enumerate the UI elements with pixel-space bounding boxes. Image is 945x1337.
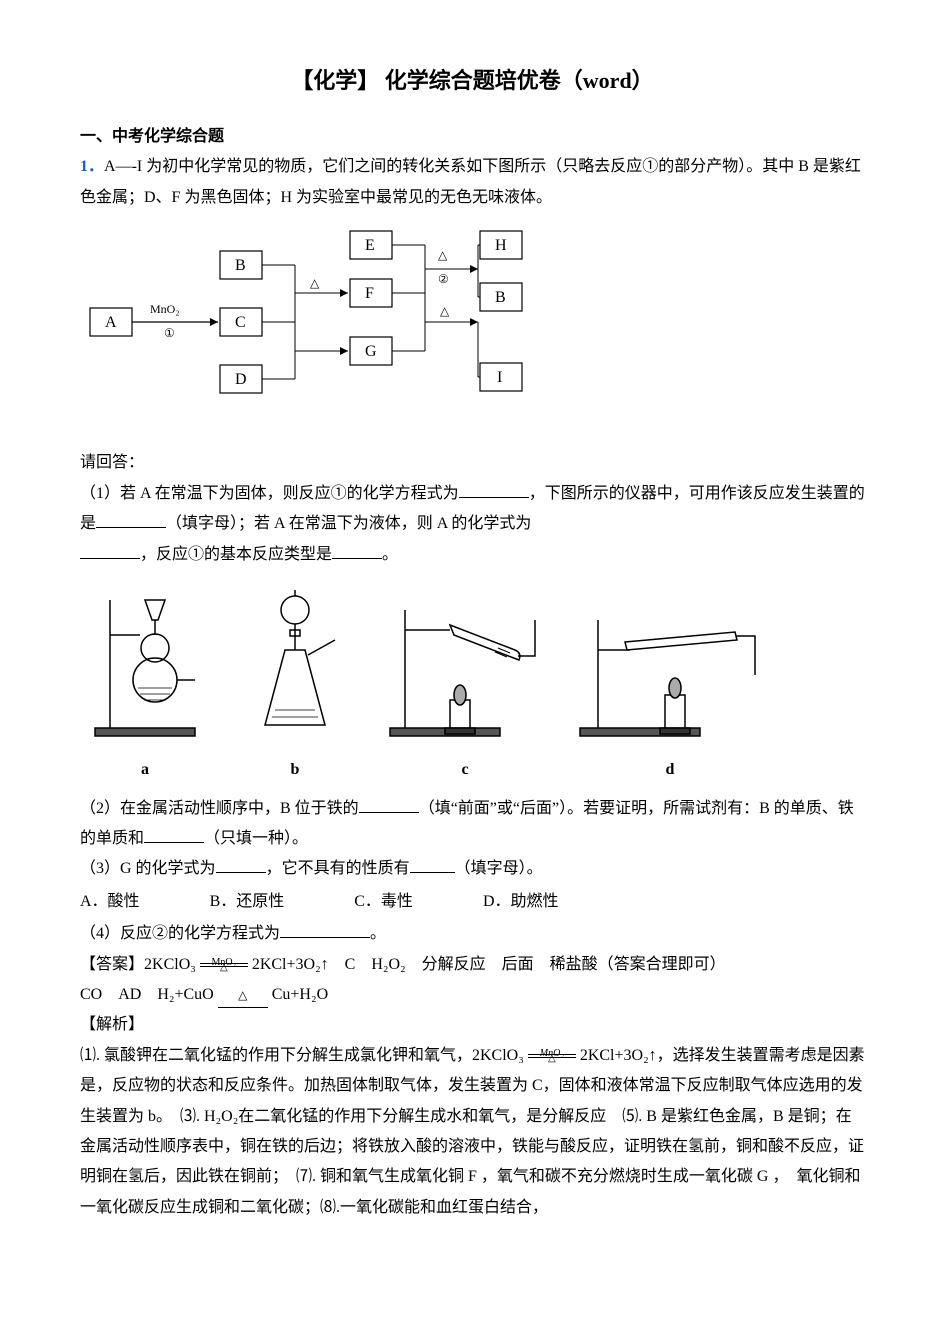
mc-options: A．酸性 B．还原性 C．毒性 D．助燃性 (80, 887, 865, 917)
blank-8 (410, 856, 455, 873)
node-b2: B (495, 289, 506, 306)
apparatus-row: a b (80, 580, 865, 786)
answer-eq1-rhs: 2KCl+3O₂↑ C H₂O₂ 分解反应 后面 稀盐酸（答案合理即可） (252, 956, 726, 973)
flow-diagram: .box { fill:#fff; stroke:#000; stroke-wi… (80, 223, 865, 434)
blank-4 (332, 542, 382, 559)
apparatus-a-label: a (80, 755, 210, 785)
explain-text-a: ⑴. 氯酸钾在二氧化锰的作用下分解生成氯化钾和氧气，2KClO₃ (80, 1047, 524, 1064)
option-b: B．还原性 (210, 887, 285, 917)
node-f: F (365, 285, 374, 302)
label-mno2: MnO₂ (150, 302, 180, 316)
apparatus-d: d (570, 580, 770, 786)
p1-text-a: （1）若 A 在常温下为固体，则反应①的化学方程式为 (80, 485, 459, 502)
blank-2 (96, 511, 166, 528)
blank-9 (280, 921, 370, 938)
apparatus-b-label: b (230, 755, 360, 785)
arrow-bot-1: △ (200, 958, 248, 977)
p3-text-a: （3）G 的化学式为 (80, 860, 216, 877)
p2-text-a: （2）在金属活动性顺序中，B 位于铁的 (80, 800, 359, 817)
answer-line2-a: CO AD H₂+CuO (80, 986, 214, 1003)
apparatus-c: c (380, 580, 550, 786)
apparatus-d-label: d (570, 755, 770, 785)
p1-text-e: 。 (382, 546, 398, 563)
page-title: 【化学】 化学综合题培优卷（word） (80, 60, 865, 102)
part-1: （1）若 A 在常温下为固体，则反应①的化学方程式为，下图所示的仪器中，可用作该… (80, 479, 865, 570)
label-delta-1: △ (310, 276, 320, 290)
apparatus-a: a (80, 580, 210, 786)
node-i: I (497, 369, 502, 386)
blank-7 (216, 856, 266, 873)
option-d: D．助燃性 (483, 887, 559, 917)
p3-text-b: ，它不具有的性质有 (266, 860, 410, 877)
p4-text-a: （4）反应②的化学方程式为 (80, 925, 280, 942)
part-2: （2）在金属活动性顺序中，B 位于铁的（填“前面”或“后面”）。若要证明，所需试… (80, 794, 865, 855)
question-1: 1．A—-I 为初中化学常见的物质，它们之间的转化关系如下图所示（只略去反应①的… (80, 152, 865, 213)
blank-5 (359, 796, 419, 813)
question-number: 1． (80, 158, 104, 175)
blank-6 (144, 826, 204, 843)
node-a: A (105, 314, 117, 331)
option-a: A．酸性 (80, 887, 140, 917)
p1-text-c: （填字母）；若 A 在常温下为液体，则 A 的化学式为 (166, 515, 531, 532)
node-b: B (235, 257, 246, 274)
node-h: H (495, 237, 507, 254)
apparatus-c-label: c (380, 755, 550, 785)
eq-arrow-2: MnO₂ △ (528, 1054, 576, 1058)
label-delta-3: △ (440, 304, 450, 318)
p4-text-b: 。 (370, 925, 386, 942)
arrow-bot-2: △ (528, 1049, 576, 1068)
answer-prompt: 请回答： (80, 448, 865, 478)
label-circle1: ① (164, 326, 175, 340)
answer-block: 【答案】2KClO₃ MnO₂ △ 2KCl+3O₂↑ C H₂O₂ 分解反应 … (80, 950, 865, 1011)
node-c: C (235, 314, 246, 331)
question-intro: A—-I 为初中化学常见的物质，它们之间的转化关系如下图所示（只略去反应①的部分… (80, 158, 861, 205)
blank-3 (80, 542, 140, 559)
p3-text-c: （填字母）。 (455, 860, 543, 877)
answer-eq1-lhs: 2KClO₃ (144, 956, 196, 973)
node-e: E (365, 237, 375, 254)
p2-text-c: （只填一种）。 (204, 830, 308, 847)
answer-line2-b: Cu+H₂O (272, 986, 328, 1003)
node-d: D (235, 371, 247, 388)
blank-1 (459, 481, 529, 498)
part-3: （3）G 的化学式为 ，它不具有的性质有 （填字母）。 (80, 854, 865, 884)
p1-text-d: ，反应①的基本反应类型是 (140, 546, 332, 563)
option-c: C．毒性 (354, 887, 413, 917)
label-circle2: ② (438, 272, 449, 286)
explain-label: 【解析】 (80, 1010, 865, 1040)
node-g: G (365, 343, 377, 360)
section-heading: 一、中考化学综合题 (80, 122, 865, 152)
label-delta-2: △ (438, 248, 448, 262)
eq-arrow-1: MnO₂ △ (200, 963, 248, 967)
tri-underline: △ (218, 984, 268, 1008)
part-4: （4）反应②的化学方程式为 。 (80, 919, 865, 949)
apparatus-b: b (230, 580, 360, 786)
explain-body: ⑴. 氯酸钾在二氧化锰的作用下分解生成氯化钾和氧气，2KClO₃ MnO₂ △ … (80, 1041, 865, 1223)
answer-label: 【答案】 (80, 956, 144, 973)
explain-text-b: 2KCl+3O₂↑，选择发生装置需考虑是因素是，反应物的状态和反应条件。加热固体… (80, 1047, 865, 1216)
